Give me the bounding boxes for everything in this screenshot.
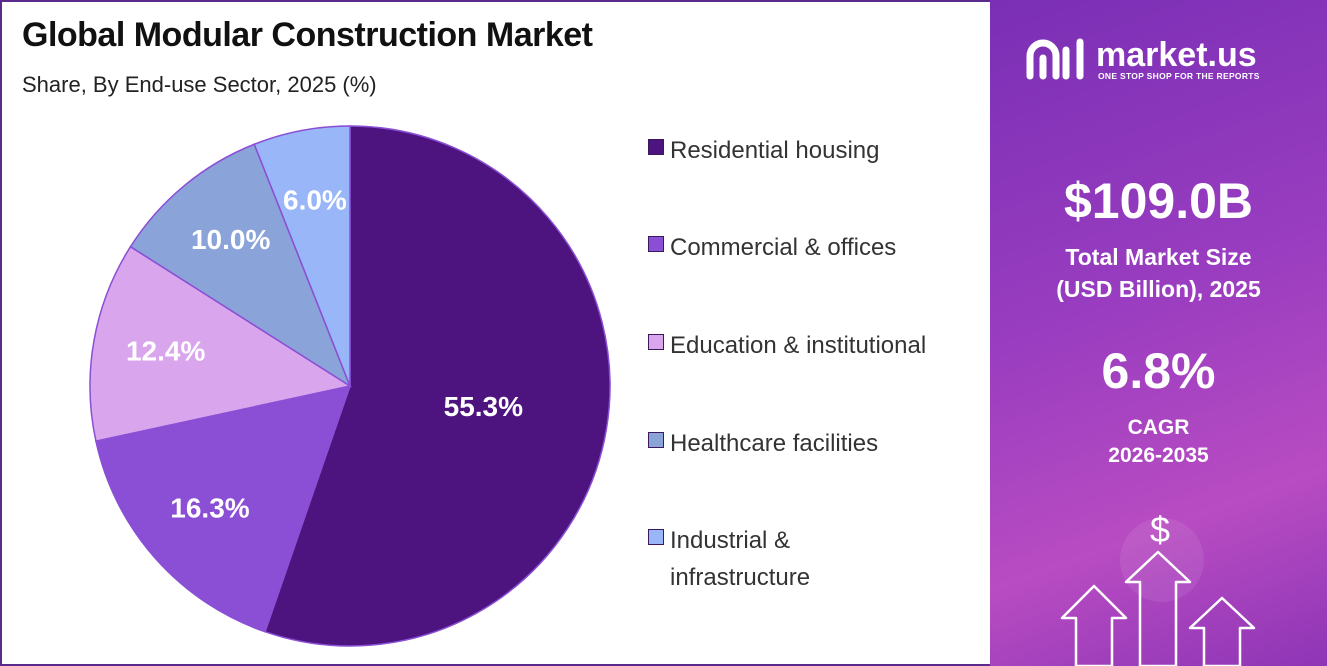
chart-title: Global Modular Construction Market (22, 16, 593, 54)
pie-slice-label-2: 12.4% (126, 336, 205, 367)
cagr-value: 6.8% (1101, 343, 1216, 399)
pie-chart: 55.3% 16.3% 12.4% 10.0% 6.0% (89, 125, 611, 647)
pie-slice-2 (89, 245, 352, 443)
pie-slice-label-3: 10.0% (191, 224, 270, 255)
legend-label-4: Industrial & infrastructure (670, 527, 811, 591)
market-size-label-line1: Total Market Size (1065, 244, 1252, 270)
cagr-label-line2: 2026-2035 (1108, 444, 1209, 467)
legend-label-3: Healthcare facilities (670, 430, 879, 457)
chart-panel: Global Modular Construction Market Share… (2, 2, 990, 664)
legend-swatch-4 (648, 529, 664, 545)
brand-name: market.us (1096, 36, 1257, 74)
legend-swatch-1 (648, 236, 664, 252)
market-size-value: $109.0B (1063, 173, 1254, 229)
legend-item-1: Commercial & offices (648, 229, 980, 266)
legend-item-4: Industrial & infrastructure (648, 522, 980, 596)
pie-slice-0 (264, 125, 611, 647)
brand-tagline: ONE STOP SHOP FOR THE REPORTS (1098, 71, 1260, 81)
growth-arrows-icon: $ (1060, 509, 1256, 666)
legend-swatch-2 (648, 334, 664, 350)
legend-label-0: Residential housing (670, 137, 880, 164)
legend-label-1: Commercial & offices (670, 234, 897, 261)
legend-item-2: Education & institutional (648, 327, 980, 364)
cagr-label-line1: CAGR (1127, 416, 1190, 439)
summary-panel: market.us ONE STOP SHOP FOR THE REPORTS … (990, 0, 1327, 666)
legend-item-3: Healthcare facilities (648, 425, 980, 462)
pie-slice-3 (129, 143, 352, 388)
legend-swatch-0 (648, 139, 664, 155)
pie-slice-label-1: 16.3% (170, 493, 249, 524)
legend-swatch-3 (648, 432, 664, 448)
market-us-logo-icon (1026, 38, 1084, 80)
pie-slice-label-0: 55.3% (444, 391, 523, 422)
pie-slice-label-4: 6.0% (283, 185, 347, 216)
dollar-icon: $ (1150, 509, 1170, 550)
chart-subtitle: Share, By End-use Sector, 2025 (%) (22, 72, 377, 97)
pie-slice-4 (253, 125, 351, 387)
pie-slice-1 (95, 384, 352, 633)
legend-label-2: Education & institutional (670, 332, 927, 359)
market-size-label-line2: (USD Billion), 2025 (1056, 276, 1261, 302)
legend-item-0: Residential housing (648, 132, 980, 169)
